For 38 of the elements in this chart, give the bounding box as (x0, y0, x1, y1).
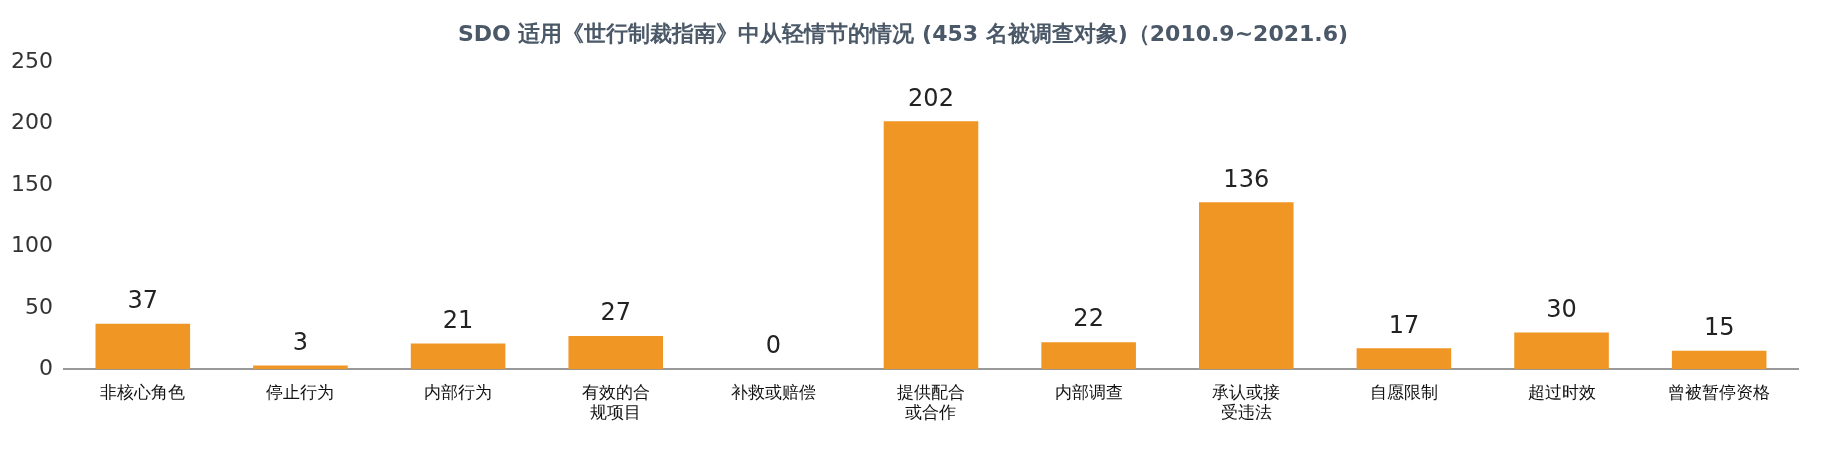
data-label: 22 (1073, 304, 1104, 333)
x-tick-label: 有效的合规项目 (581, 381, 650, 423)
bar (1356, 348, 1452, 370)
chart-title: SDO 适用《世行制裁指南》中从轻情节的情况 (453 名被调查对象)（2010.9~2021.6) (457, 20, 1349, 46)
y-tick-label: 250 (10, 48, 53, 74)
data-label: 3 (292, 327, 309, 356)
bar (883, 121, 979, 370)
bar (568, 336, 664, 370)
data-label: 0 (765, 331, 781, 360)
x-tick-label: 非核心角色 (100, 381, 186, 402)
data-label: 136 (1223, 164, 1270, 193)
bar (95, 323, 191, 370)
x-tick-label: 自愿限制 (1369, 381, 1438, 402)
data-label: 30 (1546, 294, 1577, 323)
bar (410, 343, 506, 370)
data-label: 202 (908, 83, 954, 112)
bar (1514, 332, 1609, 370)
data-label: 21 (442, 305, 474, 334)
y-tick-label: 50 (24, 293, 53, 319)
x-tick-label: 提供配合或合作 (897, 381, 965, 423)
bar (1041, 342, 1136, 370)
x-tick-label: 超过时效 (1527, 381, 1596, 402)
y-tick-label: 150 (10, 170, 53, 196)
data-label: 17 (1388, 310, 1420, 339)
y-tick-label: 100 (10, 232, 53, 258)
y-tick-label: 0 (38, 354, 53, 380)
x-tick-label: 停止行为 (266, 381, 335, 402)
bar (1198, 202, 1294, 370)
x-tick-label: 内部行为 (424, 381, 493, 402)
x-tick-label: 曾被暂停资格 (1668, 381, 1771, 402)
data-label: 27 (600, 298, 631, 327)
x-tick-label: 补救或赔偿 (730, 381, 816, 402)
data-label: 37 (127, 286, 159, 315)
data-label: 15 (1703, 313, 1735, 342)
x-tick-label: 内部调查 (1054, 381, 1123, 402)
x-tick-label: 承认或接受违法 (1212, 381, 1281, 423)
y-tick-label: 200 (10, 109, 53, 135)
bar (1671, 350, 1767, 370)
